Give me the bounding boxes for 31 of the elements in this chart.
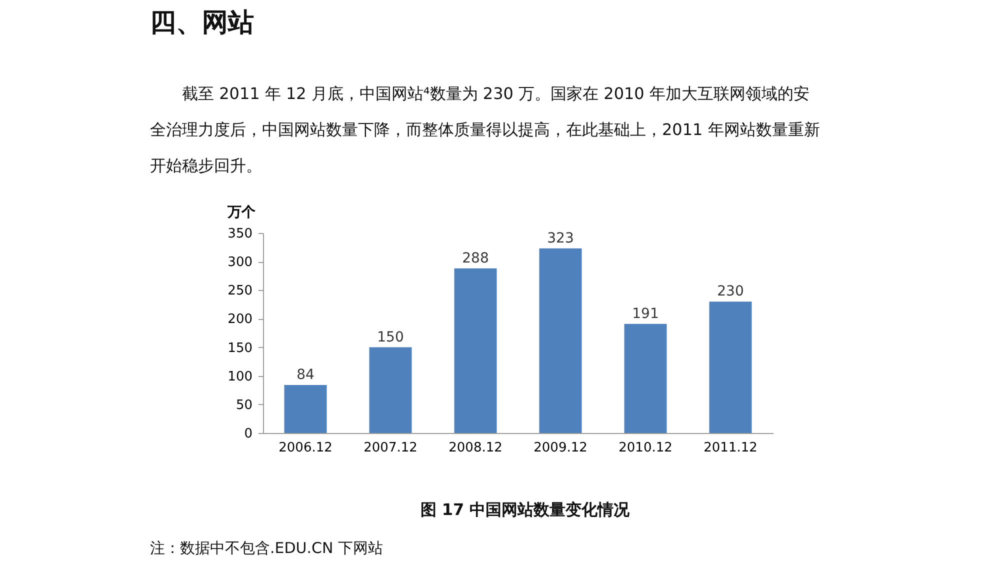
x-tick-label: 2008.12 <box>448 440 502 456</box>
bar <box>369 347 412 433</box>
data-label: 230 <box>717 284 744 300</box>
x-tick-label: 2006.12 <box>278 440 332 456</box>
x-tick-label: 2009.12 <box>534 440 588 456</box>
bar <box>539 248 582 433</box>
data-label: 150 <box>377 329 404 346</box>
chart-title: 四、网站 <box>150 8 254 38</box>
y-tick-label: 350 <box>228 226 252 242</box>
bar <box>454 268 497 433</box>
bar <box>624 324 667 433</box>
x-tick-label: 2007.12 <box>364 440 418 456</box>
y-axis-title: 万个 <box>226 204 256 220</box>
chart-subtitle: 截至 2011 年 12 月底，中国网站⁴数量为 230 万。国家在 2010 年加大互联网领域的安全治理力度后，中国网站数量下降，而整体质量得以提高，在此基础上，2011 年网站数量重新开始稳步回升。 <box>150 84 820 175</box>
y-tick-label: 0 <box>244 426 252 442</box>
y-tick-label: 200 <box>228 312 252 328</box>
y-tick-label: 50 <box>236 398 252 413</box>
y-tick-label: 150 <box>228 340 252 356</box>
text: 注：数据中不包含.EDU.CN 下网站 <box>150 539 384 557</box>
x-tick-label: 2010.12 <box>618 440 672 456</box>
data-label: 191 <box>632 306 659 322</box>
caption: 图 17 中国网站数量变化情况 <box>420 500 631 519</box>
y-tick-label: 250 <box>228 284 252 299</box>
data-label: 323 <box>547 230 574 246</box>
data-label: 288 <box>462 250 489 266</box>
x-tick-label: 2011.12 <box>704 440 758 456</box>
data-label: 84 <box>296 367 314 383</box>
y-tick-label: 300 <box>228 255 252 270</box>
bar <box>284 385 327 433</box>
bar <box>709 302 752 433</box>
y-tick-label: 100 <box>228 369 252 384</box>
